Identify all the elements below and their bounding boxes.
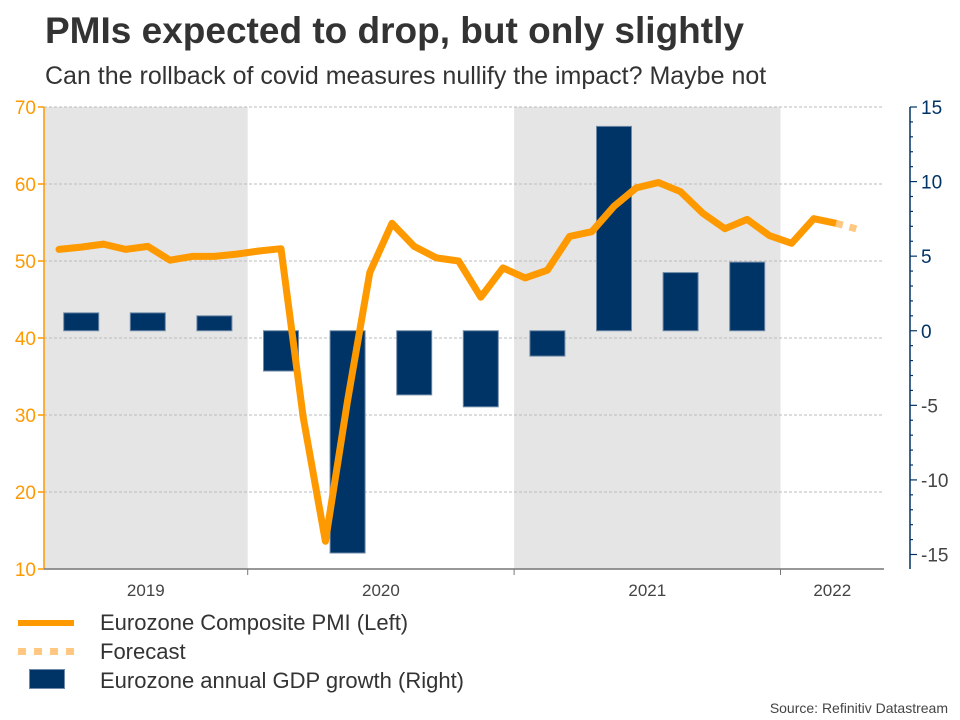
left-axis-tick-label: 60 bbox=[15, 175, 36, 196]
chart-title: PMIs expected to drop, but only slightly bbox=[45, 10, 744, 51]
legend-label-gdp: Eurozone annual GDP growth (Right) bbox=[100, 667, 465, 693]
right-axis-tick-label: 5 bbox=[921, 247, 932, 268]
left-axis-tick-label: 10 bbox=[15, 560, 36, 581]
legend-item-pmi: Eurozone Composite PMI (Left) bbox=[16, 608, 464, 637]
right-axis-tick-label: -10 bbox=[921, 471, 948, 492]
x-axis-label-2021: 2021 bbox=[628, 581, 666, 600]
left-axis-tick-label: 30 bbox=[15, 406, 36, 427]
gdp-bar bbox=[662, 272, 699, 332]
legend-swatch-gdp-bar bbox=[16, 666, 74, 695]
legend-label-pmi: Eurozone Composite PMI (Left) bbox=[100, 609, 409, 635]
x-axis-label-2020: 2020 bbox=[362, 581, 400, 600]
source-note: Source: Refinitiv Datastream bbox=[769, 700, 948, 716]
pmi-lines bbox=[55, 179, 860, 545]
left-axis-ticks: 10 20 30 40 50 60 70 bbox=[15, 98, 44, 581]
legend-swatch-pmi-line bbox=[16, 608, 74, 637]
legend: Eurozone Composite PMI (Left) Forecast E… bbox=[16, 608, 464, 695]
legend-item-forecast: Forecast bbox=[16, 637, 464, 666]
x-axis-label-2022: 2022 bbox=[813, 581, 851, 600]
chart-subtitle: Can the rollback of covid measures nulli… bbox=[45, 62, 767, 90]
gdp-bars bbox=[63, 125, 766, 554]
left-axis-tick-label: 40 bbox=[15, 329, 36, 350]
right-axis-tick-label: 0 bbox=[921, 322, 932, 343]
legend-swatch-forecast-dashed bbox=[16, 637, 74, 666]
gdp-bar bbox=[729, 261, 766, 332]
gdp-bar bbox=[396, 330, 433, 396]
right-axis-tick-label: -15 bbox=[921, 546, 948, 567]
gdp-bar bbox=[462, 330, 499, 408]
right-axis-tick-label: 15 bbox=[921, 98, 942, 119]
pmi-line bbox=[55, 179, 840, 545]
right-axis-tick-label: 10 bbox=[921, 173, 942, 194]
left-axis-tick-label: 20 bbox=[15, 483, 36, 504]
gdp-bar bbox=[63, 312, 100, 332]
x-axis-label-2019: 2019 bbox=[127, 581, 165, 600]
gdp-bar bbox=[329, 330, 366, 554]
left-axis-tick-label: 50 bbox=[15, 252, 36, 273]
gdp-bar bbox=[129, 312, 166, 332]
left-axis-tick-label: 70 bbox=[15, 98, 36, 119]
legend-item-gdp: Eurozone annual GDP growth (Right) bbox=[16, 666, 464, 695]
forecast-line bbox=[835, 219, 860, 233]
gridlines bbox=[44, 106, 884, 493]
legend-label-forecast: Forecast bbox=[100, 638, 186, 664]
gdp-bar bbox=[596, 125, 632, 332]
x-axis-labels: 2019 2020 2021 2022 bbox=[127, 569, 851, 600]
right-axis-tick-label: -5 bbox=[921, 396, 938, 417]
gdp-bar bbox=[196, 315, 233, 332]
right-axis-ticks: -15 -10 -5 0 5 10 15 bbox=[910, 98, 948, 567]
gdp-bar bbox=[529, 330, 566, 357]
